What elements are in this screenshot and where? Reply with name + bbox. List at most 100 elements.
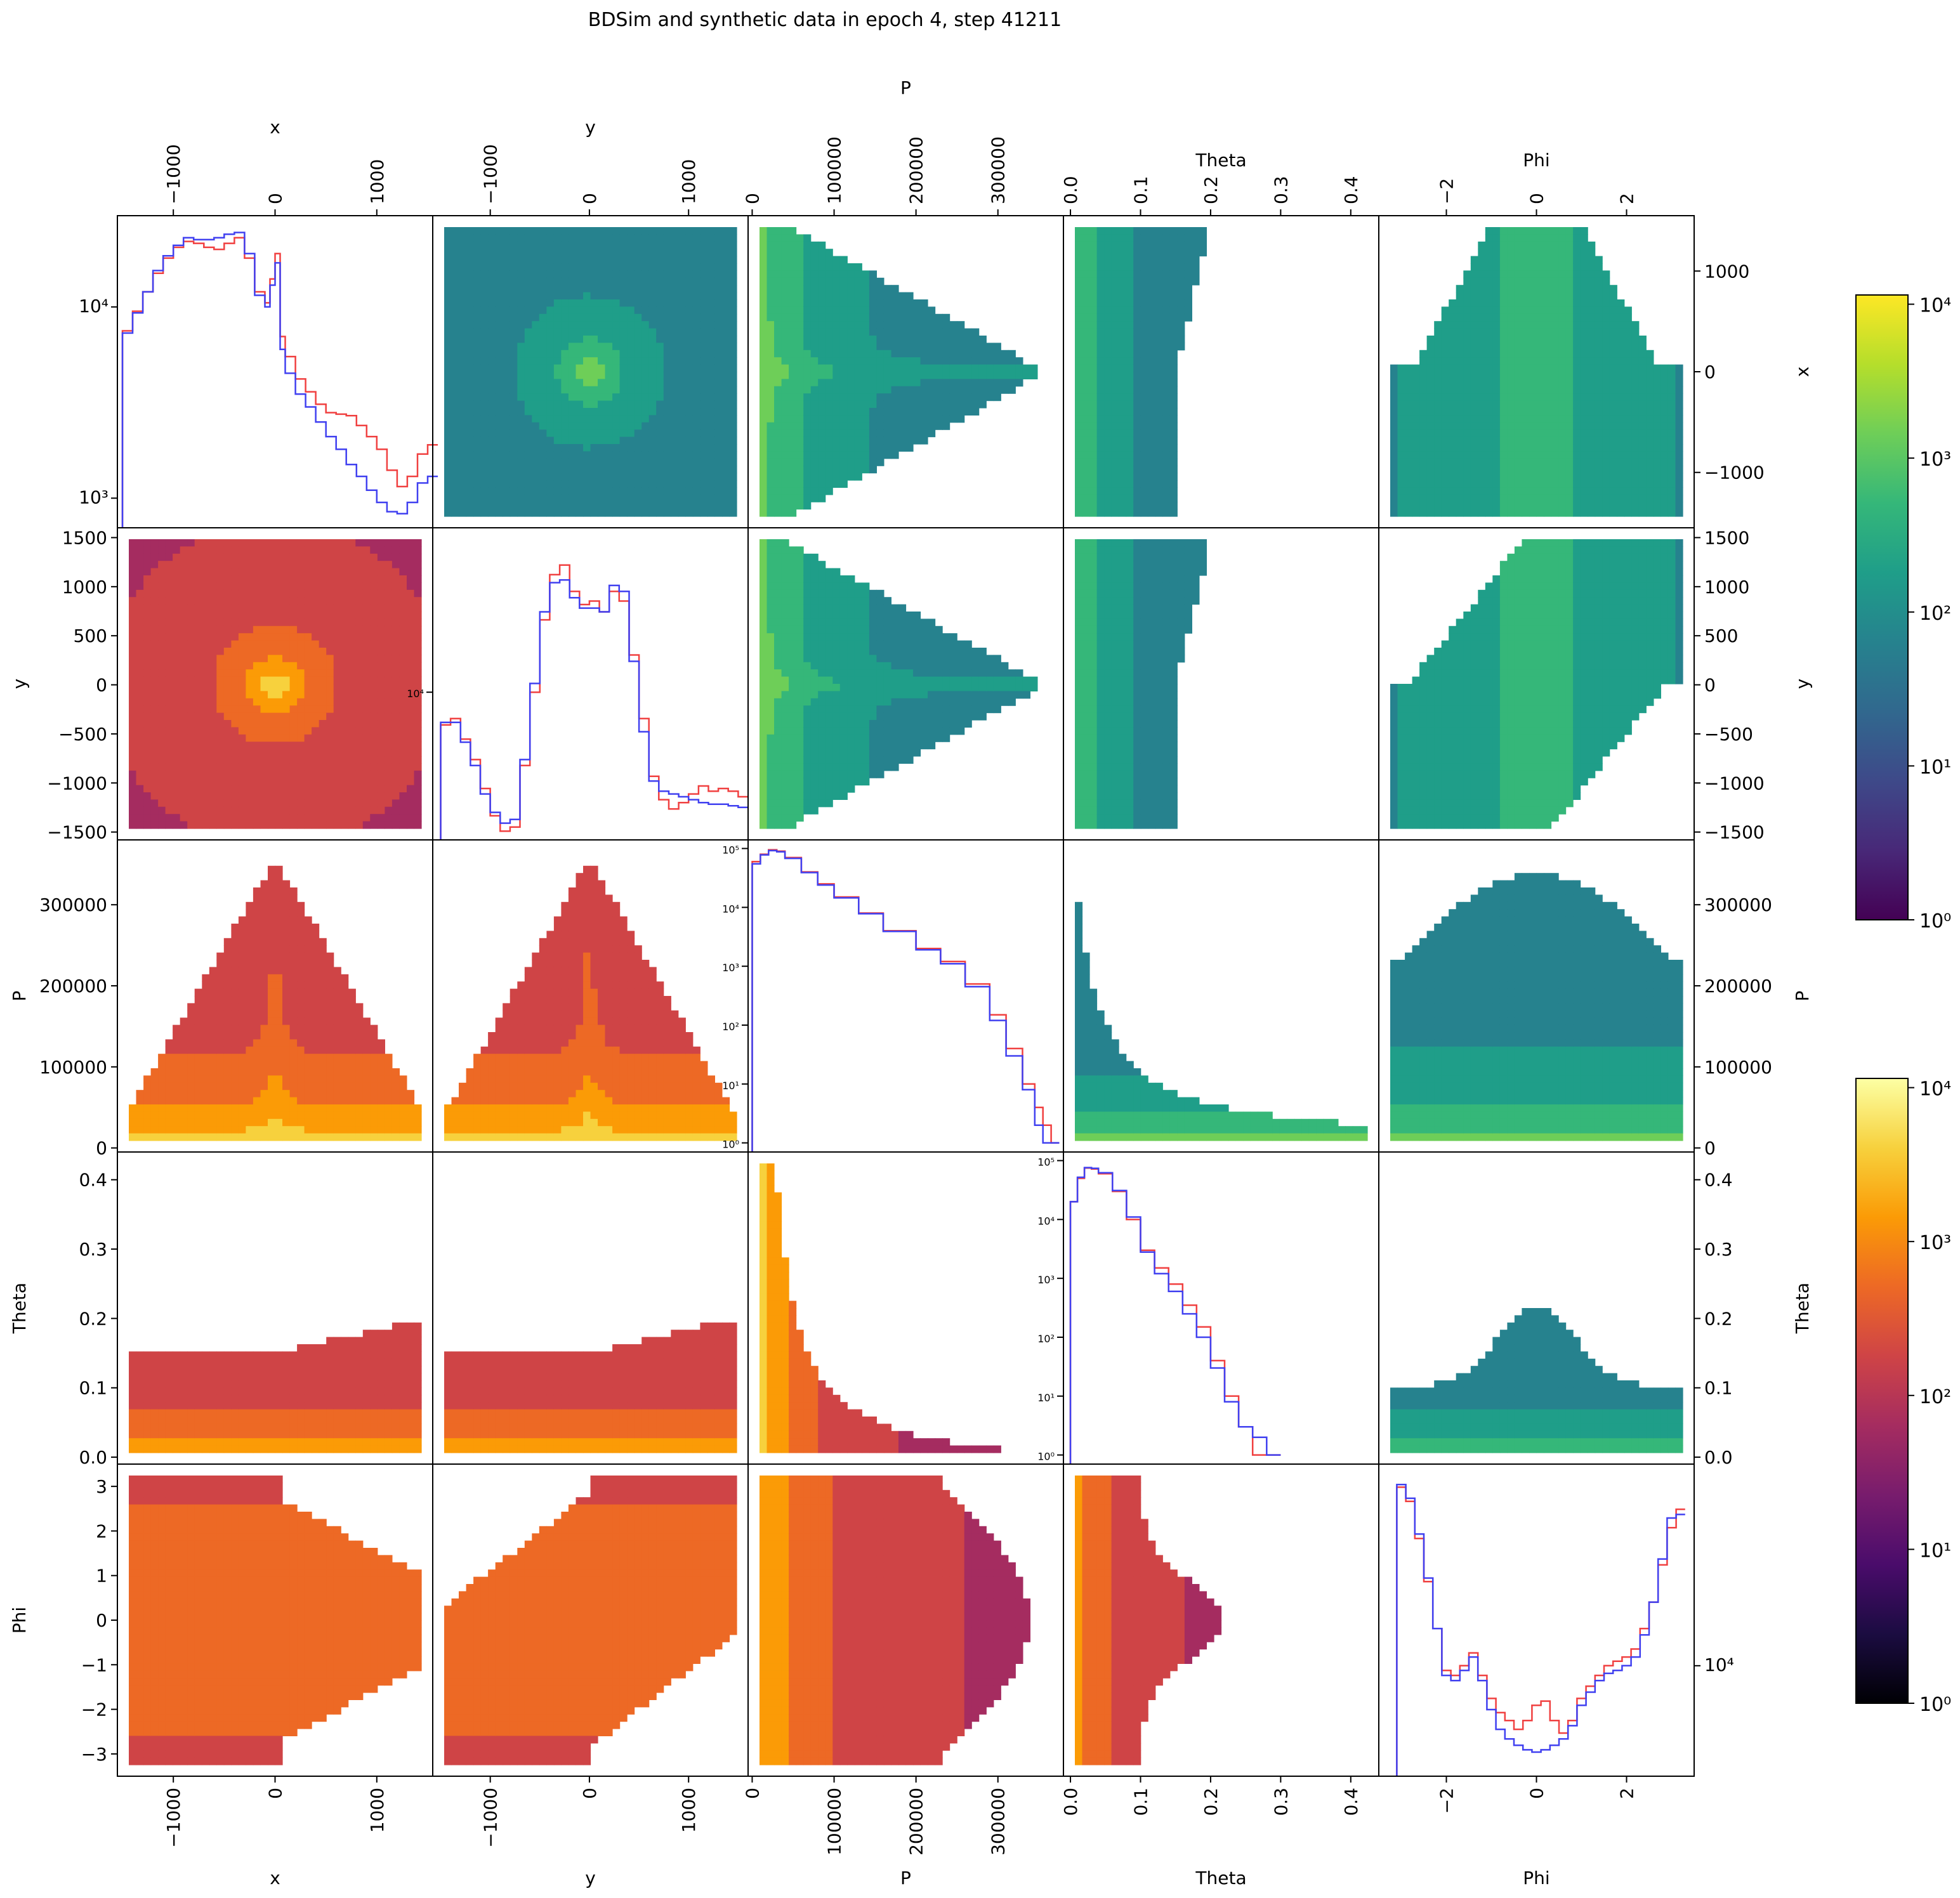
heat-cell xyxy=(1595,372,1603,379)
heat-cell xyxy=(1096,336,1105,343)
heat-cell xyxy=(862,313,870,322)
heat-cell xyxy=(1426,494,1435,502)
heat-cell xyxy=(935,357,943,365)
heat-cell xyxy=(238,792,246,800)
histogram-panel-x xyxy=(121,232,438,528)
heat-cell xyxy=(459,256,467,264)
heat-cell xyxy=(722,473,730,481)
heat-cell xyxy=(1441,473,1449,481)
heat-cell xyxy=(546,313,555,322)
heat-cell xyxy=(488,328,496,336)
heat-cell xyxy=(1667,494,1676,502)
heat-cell xyxy=(714,227,723,235)
heat-cell xyxy=(634,408,642,416)
heat-cell xyxy=(891,343,899,351)
heat-cell xyxy=(781,249,789,257)
heat-cell xyxy=(803,277,812,285)
heat-cell xyxy=(796,451,804,459)
heat-cell xyxy=(1595,379,1603,387)
heat-cell xyxy=(223,691,232,699)
heat-cell xyxy=(1565,292,1574,300)
heat-cell xyxy=(1507,400,1515,409)
heat-cell xyxy=(495,451,503,459)
heat-cell xyxy=(173,612,181,619)
heat-cell xyxy=(1485,227,1493,235)
heat-cell xyxy=(971,343,980,351)
heat-cell xyxy=(136,589,144,598)
heat-cell xyxy=(150,712,159,721)
heat-cell xyxy=(466,364,474,372)
heat-cell xyxy=(905,292,914,300)
heat-cell xyxy=(1529,321,1537,329)
heat-cell xyxy=(503,480,511,488)
heat-cell xyxy=(1426,466,1435,474)
heat-cell xyxy=(942,364,950,372)
heat-cell xyxy=(942,350,950,358)
heat-cell xyxy=(488,466,496,474)
heat-cell xyxy=(553,502,562,510)
heat-cell xyxy=(451,249,459,257)
heat-cell xyxy=(1148,292,1156,300)
heat-cell xyxy=(1463,372,1471,379)
heat-cell xyxy=(612,509,621,517)
heat-cell xyxy=(1514,436,1522,445)
heat-cell xyxy=(1155,292,1163,300)
heat-cell xyxy=(722,451,730,459)
heat-cell xyxy=(216,806,225,815)
heat-cell xyxy=(1602,415,1610,423)
heat-cell xyxy=(466,343,474,351)
heat-cell xyxy=(143,604,152,612)
heat-cell xyxy=(150,618,159,627)
heat-cell xyxy=(1089,336,1098,343)
heat-cell xyxy=(663,249,671,257)
heat-cell xyxy=(891,451,899,459)
heat-cell xyxy=(692,429,700,438)
heat-cell xyxy=(1602,357,1610,365)
heat-cell xyxy=(532,234,540,242)
heat-cell xyxy=(129,676,137,684)
heat-cell xyxy=(466,436,474,445)
heat-cell xyxy=(1485,480,1493,488)
heat-cell xyxy=(444,444,452,452)
heat-cell xyxy=(150,778,159,786)
heat-cell xyxy=(194,792,202,800)
heat-cell xyxy=(1609,408,1617,416)
heat-cell xyxy=(553,458,562,466)
heat-cell xyxy=(1617,451,1625,459)
heat-cell xyxy=(1653,379,1661,387)
heat-cell xyxy=(503,379,511,387)
heat-cell xyxy=(648,436,657,445)
heat-cell xyxy=(1463,364,1471,372)
heat-cell xyxy=(760,386,768,394)
heat-cell xyxy=(648,451,657,459)
heat-cell xyxy=(1499,466,1508,474)
heat-cell xyxy=(451,422,459,430)
heat-cell xyxy=(238,806,246,815)
heat-cell xyxy=(231,669,239,677)
heat-cell xyxy=(444,285,452,293)
heat-cell xyxy=(641,436,650,445)
heat-cell xyxy=(1441,466,1449,474)
heat-cell xyxy=(1507,285,1515,293)
heat-cell xyxy=(532,379,540,387)
heat-cell xyxy=(656,285,664,293)
heat-cell xyxy=(1499,487,1508,495)
heat-cell xyxy=(1485,502,1493,510)
heat-cell xyxy=(495,444,503,452)
heat-cell xyxy=(714,393,723,402)
heat-cell xyxy=(862,422,870,430)
heat-cell xyxy=(216,792,225,800)
heat-cell xyxy=(1507,386,1515,394)
heat-cell xyxy=(1089,494,1098,502)
heat-cell xyxy=(883,408,891,416)
heat-cell xyxy=(1661,444,1669,452)
heat-cell xyxy=(832,408,841,416)
heat-cell xyxy=(1638,357,1647,365)
heat-cell xyxy=(898,393,907,402)
heat-cell xyxy=(165,691,173,699)
heat-cell xyxy=(1661,386,1669,394)
heat-cell xyxy=(136,698,144,706)
heat-cell xyxy=(1456,502,1464,510)
heat-cell xyxy=(165,597,173,605)
heat-cell xyxy=(1405,400,1413,409)
